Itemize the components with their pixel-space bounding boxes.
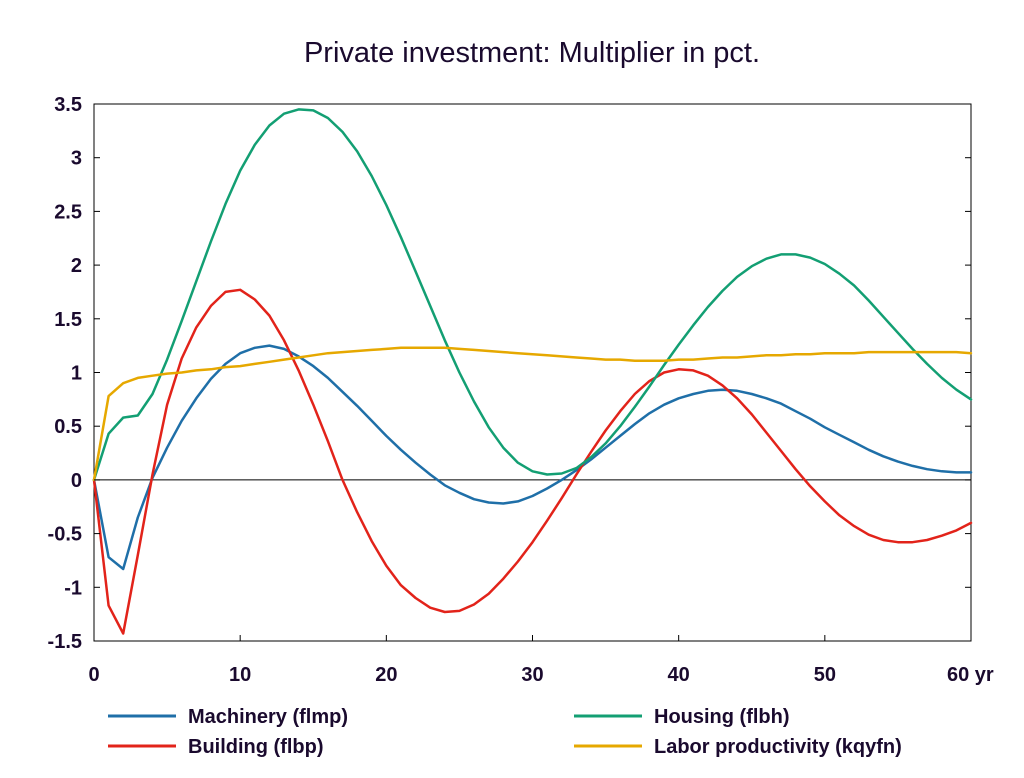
y-tick-label: -1.5 bbox=[48, 631, 82, 653]
x-tick-label: 50 bbox=[814, 664, 836, 686]
legend-label-2: Housing (flbh) bbox=[654, 706, 790, 728]
x-tick-label: 40 bbox=[668, 664, 690, 686]
series-line-1 bbox=[92, 288, 973, 635]
y-axis: 3.5 3 2.5 2 1.5 1 0.5 0 -0.5 -1 -1.5 bbox=[48, 94, 971, 653]
x-tick-label: 10 bbox=[229, 664, 251, 686]
x-tick-label: 30 bbox=[521, 664, 543, 686]
legend-label-0: Machinery (flmp) bbox=[188, 706, 348, 728]
plot-frame bbox=[93, 103, 972, 642]
y-tick-label: 2.5 bbox=[54, 201, 82, 223]
series-line-3 bbox=[92, 346, 973, 482]
chart-title: Private investment: Multiplier in pct. bbox=[304, 37, 760, 69]
series-line-2 bbox=[92, 108, 973, 482]
legend-label-1: Building (flbp) bbox=[188, 736, 324, 758]
x-tick-label: 0 bbox=[88, 664, 99, 686]
x-tick-label: 20 bbox=[375, 664, 397, 686]
y-tick-label: 0.5 bbox=[54, 416, 82, 438]
legend: Machinery (flmp) Building (flbp) Housing (… bbox=[108, 706, 902, 758]
y-tick-label: -0.5 bbox=[48, 524, 82, 546]
y-tick-label: 3 bbox=[71, 148, 82, 170]
series-group bbox=[92, 108, 973, 635]
x-axis: 0 10 20 30 40 50 60 yr bbox=[88, 635, 994, 686]
y-tick-label: 1 bbox=[71, 363, 82, 385]
plot-border bbox=[93, 103, 972, 642]
y-tick-label: 1.5 bbox=[54, 309, 82, 331]
y-tick-label: 0 bbox=[71, 470, 82, 492]
legend-label-3: Labor productivity (kqyfn) bbox=[654, 736, 902, 758]
y-tick-label: 3.5 bbox=[54, 94, 82, 116]
y-tick-label: 2 bbox=[71, 255, 82, 277]
y-tick-label: -1 bbox=[64, 577, 82, 599]
x-tick-label: 60 yr bbox=[947, 664, 994, 686]
series-line-0 bbox=[92, 344, 973, 571]
